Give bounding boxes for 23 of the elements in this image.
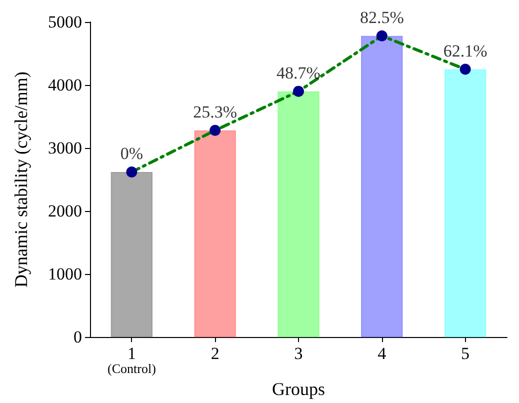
bar	[194, 130, 236, 338]
bar	[444, 69, 486, 338]
y-tick-label: 2000	[48, 202, 82, 221]
x-tick-label: 3	[294, 344, 303, 364]
annotation: 82.5%	[360, 8, 404, 27]
y-tick-label: 1000	[48, 264, 82, 284]
annotation: 62.1%	[443, 41, 488, 60]
bar	[110, 172, 153, 338]
y-tick-label: 3000	[48, 138, 82, 158]
y-axis-title: Dynamic stability (cycle/mm)	[11, 72, 31, 288]
bar	[361, 36, 403, 338]
annotation: 48.7%	[276, 63, 320, 82]
x-tick-label: 5	[461, 344, 470, 364]
annotation: 25.3%	[193, 102, 238, 122]
x-tick-label: 1 (Control)	[108, 344, 156, 376]
x-axis-title: Groups	[272, 379, 325, 399]
x-tick-label: 4	[378, 344, 387, 364]
y-tick-label: 5000	[48, 12, 82, 32]
x-tick-label: 2	[210, 344, 220, 364]
bar	[278, 91, 320, 338]
y-tick-label: 0	[74, 328, 82, 347]
y-tick-label: 4000	[48, 76, 82, 95]
annotation: 0%	[120, 144, 144, 163]
